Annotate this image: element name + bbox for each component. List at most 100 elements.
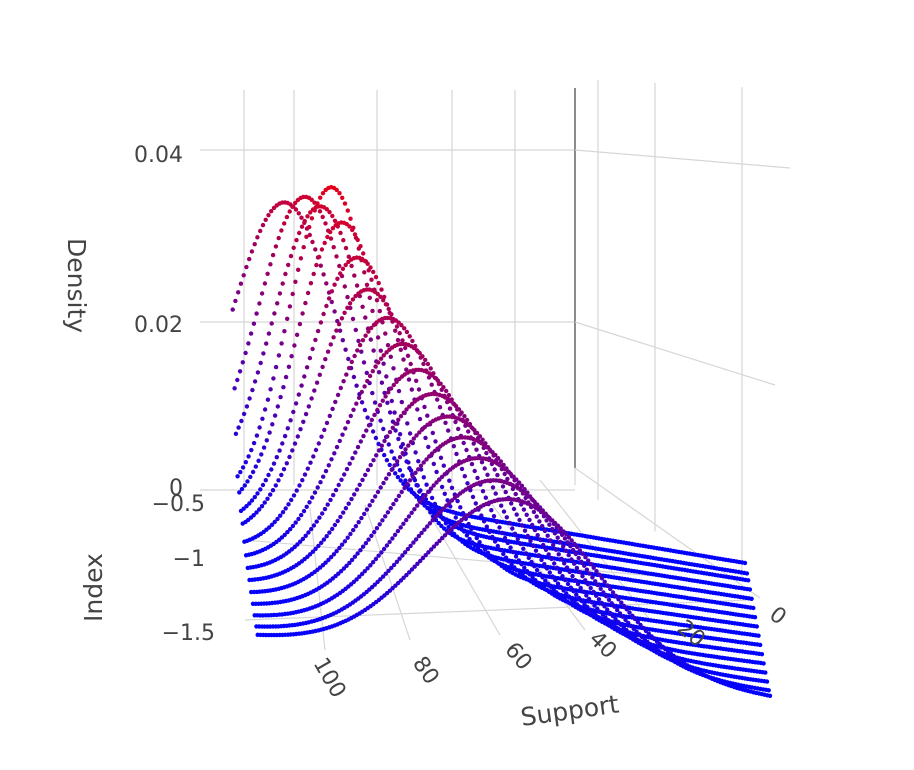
density-point — [495, 456, 501, 461]
density-point — [291, 409, 296, 415]
density-point — [414, 494, 419, 499]
density-point — [284, 214, 290, 220]
density-point — [362, 270, 367, 275]
density-point — [343, 262, 348, 268]
density-point — [538, 583, 544, 588]
density-point — [275, 404, 280, 409]
density-point — [399, 489, 404, 495]
density-point — [247, 577, 252, 583]
density-point — [558, 584, 563, 590]
density-point — [421, 460, 426, 465]
density-point — [238, 469, 243, 475]
density-point — [299, 224, 305, 229]
density-point — [574, 565, 580, 571]
density-point — [303, 411, 309, 417]
density-point — [283, 271, 288, 277]
density-point — [416, 459, 421, 464]
density-point — [505, 476, 510, 482]
density-point — [613, 593, 618, 598]
density-point — [422, 424, 427, 430]
density-point — [641, 625, 646, 631]
density-point — [303, 300, 308, 306]
density-point — [321, 311, 326, 317]
density-point — [535, 502, 540, 507]
density-point — [371, 458, 376, 463]
density-point — [430, 430, 435, 436]
density-point — [254, 311, 259, 316]
density-point — [456, 426, 461, 432]
density-point — [341, 510, 346, 515]
density-point — [313, 447, 319, 453]
density-point — [423, 493, 428, 498]
density-point — [414, 433, 419, 438]
density-point — [434, 480, 439, 485]
density-point — [299, 383, 304, 388]
density-point — [547, 522, 552, 527]
density-point — [471, 441, 476, 446]
density-point — [355, 444, 361, 450]
density-point — [485, 550, 491, 555]
density-point — [243, 350, 248, 356]
density-point — [373, 494, 378, 499]
density-point — [365, 415, 370, 420]
density-point — [352, 273, 357, 278]
density-point — [307, 355, 313, 361]
density-point — [355, 348, 360, 353]
density-point — [378, 418, 383, 423]
density-point — [333, 487, 339, 493]
density-point — [504, 515, 509, 520]
density-point — [302, 218, 307, 224]
density-point — [344, 466, 350, 472]
density-point — [531, 543, 536, 549]
density-point — [337, 328, 343, 333]
density-point — [262, 500, 267, 505]
density-point — [240, 360, 245, 365]
density-point — [516, 480, 522, 485]
density-point — [262, 407, 268, 412]
density-point — [395, 459, 400, 464]
density-point — [257, 301, 262, 306]
density-point — [322, 240, 327, 246]
density-point — [394, 559, 400, 564]
density-point — [484, 524, 489, 529]
density-point — [361, 360, 367, 365]
density-point — [387, 410, 393, 415]
density-point — [337, 263, 342, 269]
density-point — [550, 526, 555, 532]
density-point — [416, 533, 422, 539]
density-point — [363, 315, 368, 320]
density-point — [326, 296, 332, 301]
density-point — [524, 512, 529, 517]
density-point — [296, 211, 301, 216]
density-point — [424, 482, 429, 487]
density-point — [552, 531, 558, 536]
density-point — [415, 407, 420, 412]
density-point — [297, 230, 302, 236]
floor-grid-line — [244, 539, 701, 581]
density-point — [551, 587, 556, 592]
density-point — [248, 331, 254, 336]
density-point — [390, 425, 395, 430]
density-point — [373, 435, 379, 441]
density-point — [369, 417, 374, 423]
density-point — [323, 357, 328, 362]
density-point — [342, 539, 348, 544]
density-point — [575, 544, 580, 550]
density-point — [605, 607, 610, 612]
density-point — [380, 518, 385, 523]
density-point — [252, 379, 258, 384]
density-point — [373, 556, 379, 562]
density-point — [615, 607, 620, 613]
density-point — [481, 519, 487, 524]
density-point — [459, 410, 464, 415]
density-point — [328, 342, 333, 347]
density-point — [367, 503, 372, 508]
density-point — [386, 568, 391, 573]
density-point — [318, 195, 323, 200]
density-point — [544, 518, 549, 523]
density-point — [624, 607, 629, 612]
density-point — [426, 489, 431, 494]
density-point — [262, 281, 268, 286]
density-point — [374, 298, 380, 303]
density-point — [462, 474, 467, 479]
